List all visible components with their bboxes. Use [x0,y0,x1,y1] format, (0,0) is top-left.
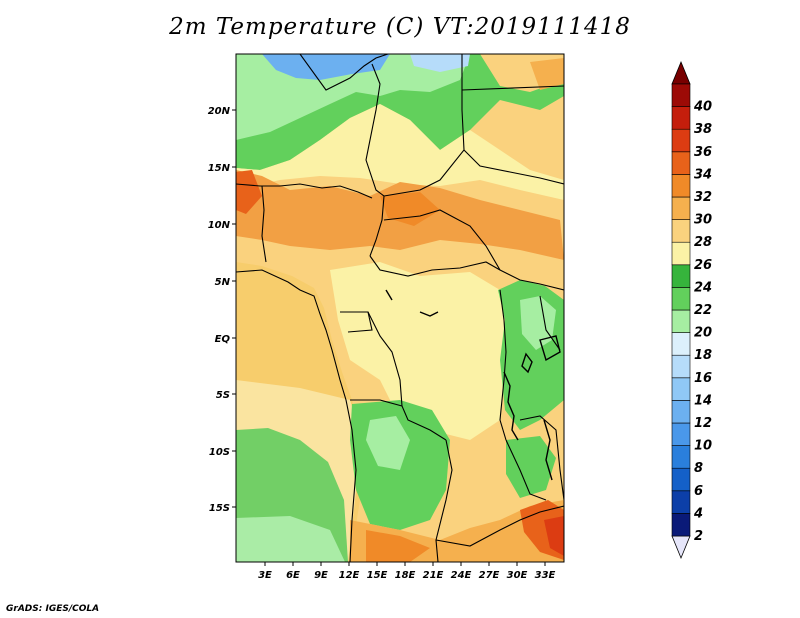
colorbar-label: 18 [694,348,712,363]
colorbar-swatch [671,445,691,469]
colorbar-swatch [671,467,691,492]
colorbar-label: 28 [694,235,712,250]
colorbar-label: 36 [694,145,712,160]
hot-center [380,192,440,226]
lon-tick-label: 30E [507,570,528,581]
colorbar-swatch [671,332,691,356]
hot-west [236,170,262,214]
lon-tick-label: 15E [367,570,388,581]
colorbar-under-arrow [671,535,691,560]
sahara-cold [262,54,390,80]
colorbar-swatch [671,219,691,243]
lat-tick-label: EQ [215,334,231,345]
colorbar-swatch [671,377,691,401]
colorbar-label: 34 [694,167,712,182]
sahara-cool-light [410,54,470,72]
latitude-axis: 20N 15N 10N 5N EQ 5S 10S 15S [208,106,236,514]
lakes [385,289,561,481]
colorbar-swatch [671,287,691,311]
colorbar-swatch [671,174,691,198]
lon-tick-label: 33E [535,570,556,581]
lon-tick-label: 6E [286,570,300,581]
colorbar-label: 2 [694,529,703,544]
lat-tick-label: 15N [208,163,231,174]
colorbar-label: 6 [694,484,703,499]
ocean-cold [236,516,345,562]
colorbar-swatch [671,422,691,446]
ne-hot [530,58,564,90]
sahel-mild [236,104,564,200]
colorbar-swatch [671,513,691,537]
congo-mild [330,262,510,440]
lat-tick-label: 5N [215,277,231,288]
lon-tick-label: 9E [314,570,328,581]
lon-tick-label: 27E [479,570,500,581]
lat-tick-label: 15S [209,503,230,514]
lat-tick-label: 20N [208,106,231,117]
grads-credit: GrADS: IGES/COLA [6,604,100,614]
colorbar-label: 20 [694,326,712,341]
mozambique-hotter [544,516,564,556]
colorbar-label: 16 [694,371,712,386]
lon-tick-label: 18E [395,570,416,581]
colorbar-label: 38 [694,122,712,137]
south-hot-west [366,530,430,562]
colorbar-swatch [671,106,691,130]
colorbar-label: 14 [694,393,712,408]
map-frame [235,53,565,563]
temperature-field [236,54,564,562]
lat-tick-label: 5S [216,390,230,401]
colorbar-swatch [671,196,691,220]
colorbar-swatch [671,264,691,288]
colorbar-label: 10 [694,439,712,454]
colorbar-label: 30 [694,213,712,228]
lon-tick-label: 21E [423,570,444,581]
colorbar-swatch [671,490,691,514]
colorbar-label: 26 [694,258,712,273]
colorbar-label: 32 [694,190,712,205]
colorbar-label: 4 [693,506,703,521]
colorbar-swatch [671,354,691,379]
colorbar-swatch [671,309,691,333]
angola-cool [366,416,410,470]
longitude-axis: 3E 6E 9E 12E 15E 18E 21E 24E 27E 30E 33E [258,562,556,581]
colorbar-label: 24 [694,280,712,295]
lon-tick-label: 24E [451,570,472,581]
lat-tick-label: 10S [209,447,230,458]
great-lakes-cool [520,296,556,350]
colorbar-swatch [671,241,691,266]
zambia-green [506,436,556,498]
colorbar-swatch [671,128,691,153]
colorbar-swatch [671,400,691,424]
lon-tick-label: 12E [339,570,360,581]
country-borders [236,54,564,562]
colorbar-swatch [671,83,691,107]
lat-tick-label: 10N [208,220,231,231]
colorbar-swatch [671,151,691,175]
lon-tick-label: 3E [258,570,272,581]
colorbar-over-arrow [671,60,691,85]
colorbar-label: 12 [694,416,712,431]
colorbar-label: 22 [694,303,712,318]
colorbar-label: 8 [694,461,703,476]
chart-title: 2m Temperature (C) VT:2019111418 [169,14,631,40]
colorbar-label: 40 [693,100,712,115]
